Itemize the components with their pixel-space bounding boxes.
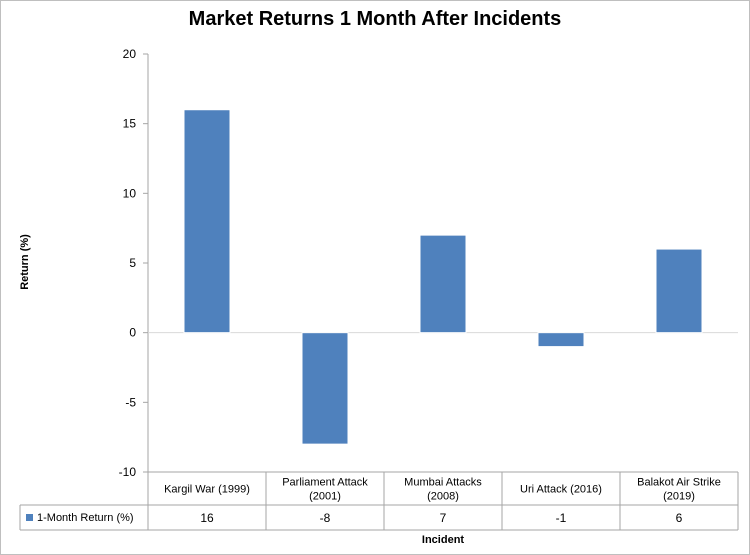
bar: [419, 234, 467, 334]
category-label: Balakot Air Strike (2019): [637, 477, 721, 503]
category-label: Uri Attack (2016): [520, 484, 602, 496]
data-value-label: 6: [676, 511, 683, 525]
y-tick-label: 20: [123, 47, 137, 61]
category-label-line: (2008): [427, 491, 459, 503]
category-label-line: Uri Attack (2016): [520, 484, 602, 496]
bar: [537, 332, 585, 348]
category-label-line: (2019): [663, 491, 695, 503]
category-label: Parliament Attack (2001): [282, 477, 368, 503]
y-tick-label: -5: [125, 395, 136, 409]
y-tick-label: 15: [123, 117, 137, 131]
data-value-label: -1: [556, 511, 567, 525]
data-value-label: -8: [320, 511, 331, 525]
bar: [655, 248, 703, 334]
data-value-label: 7: [440, 511, 447, 525]
chart-title: Market Returns 1 Month After Incidents: [188, 8, 562, 30]
category-label-line: Balakot Air Strike: [637, 477, 721, 489]
category-label-line: Kargil War (1999): [164, 484, 250, 496]
category-label: Mumbai Attacks (2008): [404, 477, 482, 503]
data-value-label: 16: [200, 511, 214, 525]
legend-key: [26, 514, 33, 521]
x-axis-label: Incident: [421, 534, 465, 546]
category-label-line: (2001): [309, 491, 341, 503]
bar: [183, 109, 231, 334]
y-tick-label: 5: [129, 256, 136, 270]
y-tick-label: -10: [119, 465, 137, 479]
y-tick-label: 10: [123, 186, 137, 200]
legend-series-name: 1-Month Return (%): [37, 512, 134, 524]
y-tick-label: 0: [129, 326, 136, 340]
category-label-line: Mumbai Attacks: [404, 477, 482, 489]
category-label: Kargil War (1999): [164, 484, 250, 496]
bar: [301, 332, 349, 445]
category-label-line: Parliament Attack: [282, 477, 368, 489]
